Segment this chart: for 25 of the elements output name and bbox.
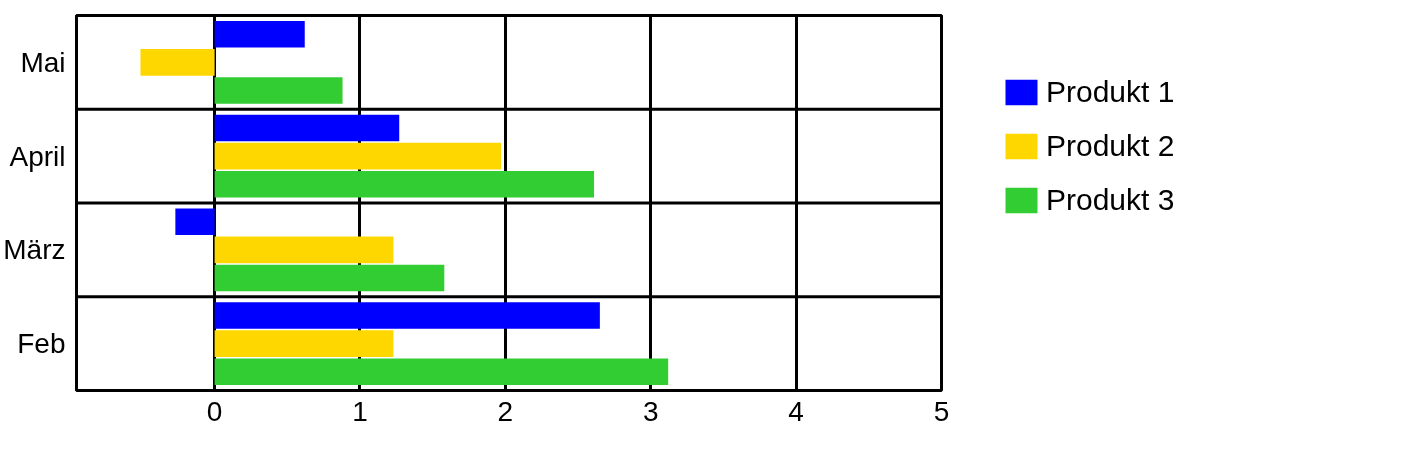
y-tick-label: Feb	[17, 328, 66, 360]
legend-label: Produkt 3	[1046, 183, 1175, 217]
x-tick-label: 4	[788, 395, 804, 427]
bar	[214, 330, 394, 357]
bar	[214, 264, 445, 292]
bar	[214, 77, 343, 104]
bar	[214, 142, 501, 170]
bar	[214, 114, 400, 142]
y-tick-label: April	[9, 140, 66, 172]
x-tick-label: 5	[933, 395, 950, 427]
legend-label: Produkt 1	[1046, 75, 1175, 109]
x-tick-label: 2	[497, 395, 514, 427]
legend-label: Produkt 2	[1046, 129, 1175, 163]
y-tick-label: Mai	[20, 46, 66, 78]
x-tick-label: 0	[206, 395, 223, 427]
bar	[214, 20, 305, 48]
bar	[214, 302, 600, 329]
bar	[214, 170, 595, 198]
bar	[214, 358, 669, 386]
x-tick-label: 1	[352, 395, 368, 427]
bar	[214, 236, 394, 264]
y-tick-label: März	[3, 234, 66, 266]
bar	[140, 49, 215, 76]
x-tick-label: 3	[642, 395, 659, 427]
bar	[175, 208, 215, 236]
